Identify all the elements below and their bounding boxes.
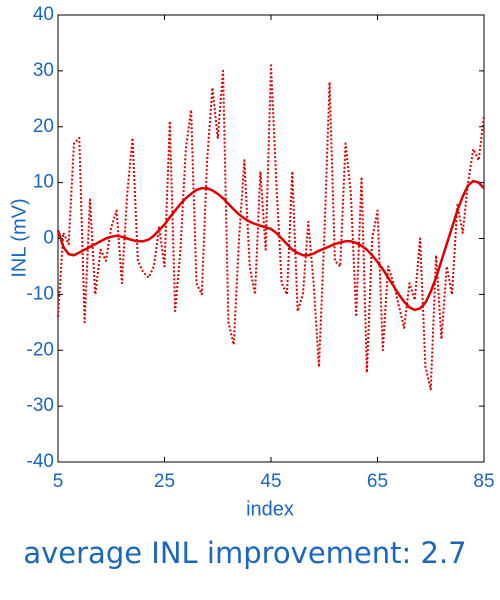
caption: average INL improvement: 2.7 [23,536,466,570]
x-tick-label: 65 [367,471,388,492]
x-tick-label: 5 [53,471,64,492]
series-line [57,64,485,391]
x-tick-label: 25 [154,471,175,492]
x-tick-label: 45 [260,471,281,492]
y-tick-label: 20 [33,116,54,137]
y-tick-label: 30 [33,60,54,81]
y-tick-label: -10 [27,283,54,304]
y-tick-label: 40 [33,4,54,25]
y-tick-label: -30 [27,395,54,416]
y-tick-label: -40 [27,451,54,472]
y-tick-label: -20 [27,339,54,360]
y-axis-label: INL (mV) [8,198,30,277]
x-axis-label: index [246,498,294,520]
y-tick-label: 10 [33,172,54,193]
y-tick-label: 0 [43,228,54,249]
series-line [56,179,485,312]
x-tick-label: 85 [473,471,494,492]
